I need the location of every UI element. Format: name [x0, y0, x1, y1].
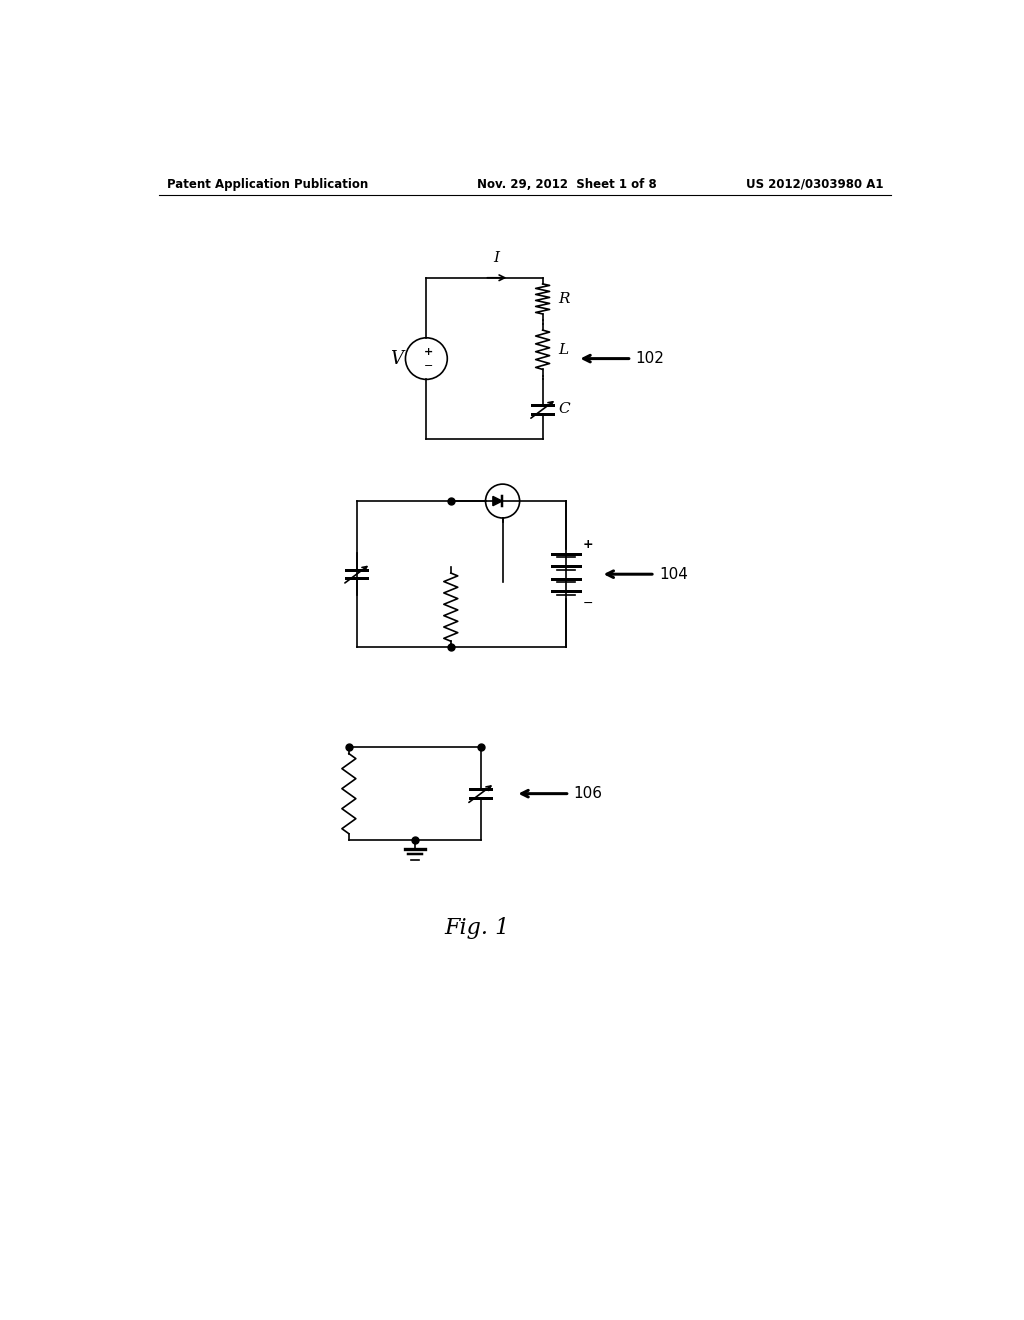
Text: Patent Application Publication: Patent Application Publication	[167, 178, 368, 190]
Text: US 2012/0303980 A1: US 2012/0303980 A1	[746, 178, 884, 190]
Polygon shape	[493, 496, 502, 506]
Text: +: +	[583, 539, 594, 550]
Text: +: +	[424, 347, 433, 356]
Text: V: V	[390, 350, 403, 367]
Text: 104: 104	[658, 566, 688, 582]
Text: L: L	[558, 343, 568, 356]
Text: R: R	[558, 292, 569, 306]
Text: −: −	[424, 360, 433, 371]
Text: 102: 102	[636, 351, 665, 366]
Text: Nov. 29, 2012  Sheet 1 of 8: Nov. 29, 2012 Sheet 1 of 8	[477, 178, 656, 190]
Text: −: −	[583, 598, 594, 610]
Text: I: I	[494, 251, 499, 265]
Text: 106: 106	[573, 787, 603, 801]
Text: C: C	[558, 403, 569, 416]
Text: Fig. 1: Fig. 1	[444, 917, 509, 940]
